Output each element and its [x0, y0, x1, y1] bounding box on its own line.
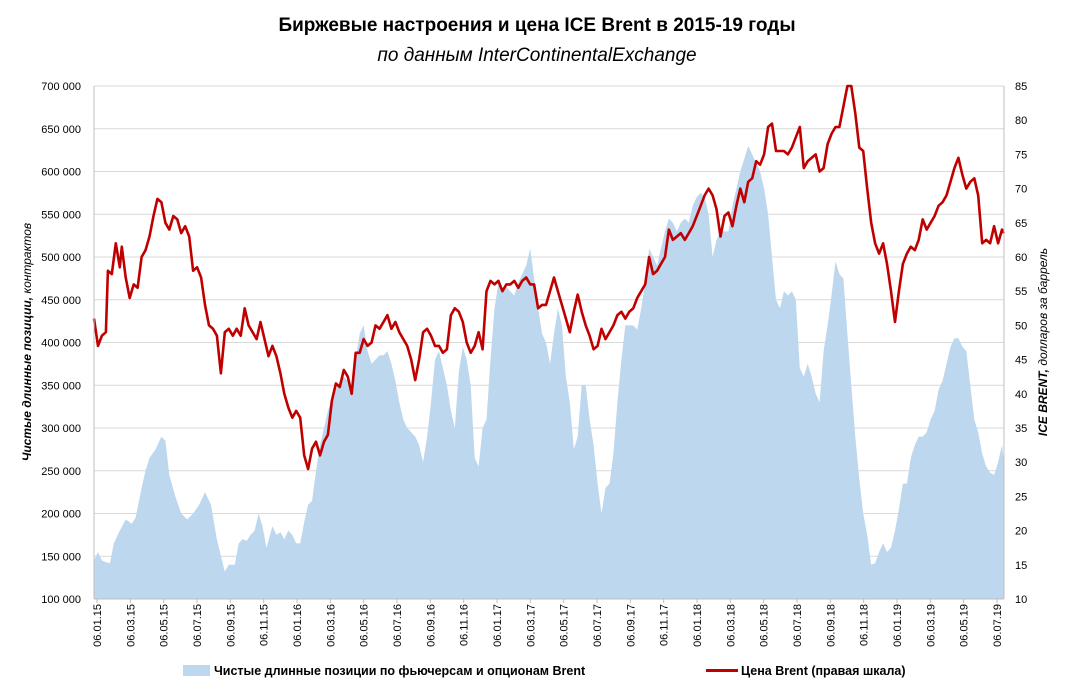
left-axis-title-italic: контрактов: [20, 223, 34, 297]
right-axis-ticks: 10 15 20 25 30 35 40 45 50 55 60 65 70 75 80 85: [1015, 81, 1027, 606]
right-tick-label: 40: [1015, 389, 1027, 401]
right-axis-title-bold: ICE BRENT,: [1036, 369, 1050, 436]
x-tick-label: 06.01.15: [92, 604, 104, 647]
right-tick-label: 65: [1015, 218, 1027, 230]
right-tick-label: 50: [1015, 320, 1027, 332]
x-tick-label: 06.01.18: [692, 604, 704, 647]
right-tick-label: 85: [1015, 81, 1027, 93]
x-tick-label: 06.11.16: [459, 604, 471, 646]
left-axis-title-bold: Чистые длинные позиции,: [20, 297, 34, 461]
x-tick-label: 06.01.16: [292, 604, 304, 647]
legend: Чистые длинные позиции по фьючерсам и оп…: [183, 664, 906, 678]
x-tick-label: 06.11.18: [859, 604, 871, 646]
right-tick-label: 80: [1015, 115, 1027, 127]
left-axis-ticks: 100 000 150 000 200 000 250 000 300 000 350 0…: [41, 81, 81, 606]
right-tick-label: 35: [1015, 423, 1027, 435]
left-tick-label: 600 000: [41, 167, 81, 179]
line-series-layer: [92, 84, 1006, 471]
area-series-layer: [94, 145, 1004, 599]
area-series: [94, 145, 1004, 599]
x-tick-label: 06.05.17: [559, 604, 571, 647]
x-axis-ticks: 06.01.15 06.03.15 06.05.15 06.07.15 06.09.15…: [92, 599, 1004, 647]
legend-line-label: Цена Brent (правая шкала): [741, 664, 906, 678]
left-tick-label: 100 000: [41, 594, 81, 606]
left-tick-label: 650 000: [41, 124, 81, 136]
x-tick-label: 06.07.19: [992, 604, 1004, 647]
right-tick-label: 55: [1015, 286, 1027, 298]
left-tick-label: 350 000: [41, 380, 81, 392]
x-tick-label: 06.09.15: [225, 604, 237, 647]
x-tick-label: 06.05.16: [359, 604, 371, 647]
x-tick-label: 06.07.15: [192, 604, 204, 647]
right-tick-label: 70: [1015, 184, 1027, 196]
left-tick-label: 400 000: [41, 338, 81, 350]
right-axis-title: ICE BRENT, долларов за баррель: [1036, 248, 1050, 436]
right-tick-label: 25: [1015, 491, 1027, 503]
x-tick-label: 06.05.15: [159, 604, 171, 647]
left-tick-label: 150 000: [41, 551, 81, 563]
x-tick-label: 06.07.18: [792, 604, 804, 647]
x-tick-label: 06.01.17: [492, 604, 504, 647]
x-tick-label: 06.03.19: [925, 604, 937, 647]
x-tick-label: 06.09.17: [625, 604, 637, 647]
left-tick-label: 550 000: [41, 209, 81, 221]
x-tick-label: 06.11.15: [259, 604, 271, 646]
left-tick-label: 250 000: [41, 466, 81, 478]
legend-area-swatch: [183, 665, 210, 676]
right-tick-label: 60: [1015, 252, 1027, 264]
right-axis-title-italic: долларов за баррель: [1036, 248, 1050, 369]
x-tick-label: 06.07.17: [592, 604, 604, 647]
x-tick-label: 06.07.16: [392, 604, 404, 647]
right-tick-label: 20: [1015, 526, 1027, 538]
x-tick-label: 06.01.19: [892, 604, 904, 647]
chart-subtitle: по данным InterContinentalExchange: [377, 45, 696, 66]
right-tick-label: 75: [1015, 149, 1027, 161]
x-tick-label: 06.11.17: [659, 604, 671, 646]
left-tick-label: 200 000: [41, 509, 81, 521]
left-tick-label: 450 000: [41, 295, 81, 307]
left-tick-label: 300 000: [41, 423, 81, 435]
left-tick-label: 700 000: [41, 81, 81, 93]
x-tick-label: 06.03.15: [125, 604, 137, 647]
x-tick-label: 06.05.19: [959, 604, 971, 647]
x-tick-label: 06.09.16: [425, 604, 437, 647]
left-axis-title: Чистые длинные позиции, контрактов: [20, 223, 34, 461]
x-tick-label: 06.03.18: [725, 604, 737, 647]
axes: [93, 86, 1005, 600]
x-tick-label: 06.03.16: [325, 604, 337, 647]
right-tick-label: 15: [1015, 560, 1027, 572]
line-series: [92, 84, 1006, 471]
legend-area-label: Чистые длинные позиции по фьючерсам и оп…: [214, 664, 586, 678]
left-tick-label: 500 000: [41, 252, 81, 264]
right-tick-label: 10: [1015, 594, 1027, 606]
x-tick-label: 06.03.17: [525, 604, 537, 647]
right-tick-label: 30: [1015, 457, 1027, 469]
chart-title: Биржевые настроения и цена ICE Brent в 2…: [278, 15, 795, 36]
right-tick-label: 45: [1015, 355, 1027, 367]
x-tick-label: 06.05.18: [759, 604, 771, 647]
x-tick-label: 06.09.18: [825, 604, 837, 647]
